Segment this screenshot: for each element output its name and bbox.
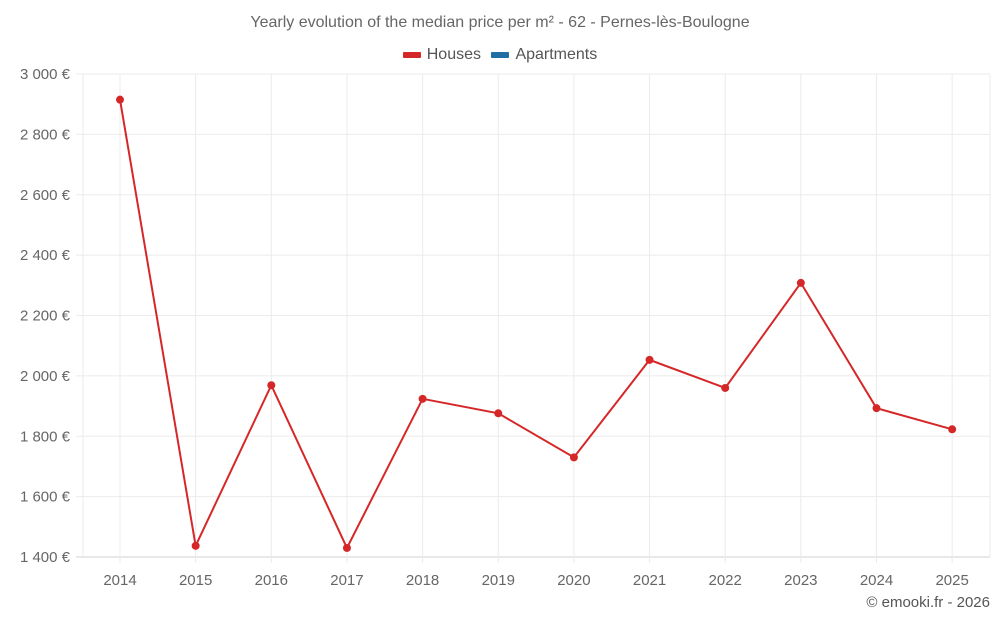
data-point[interactable]: [948, 425, 957, 434]
data-point[interactable]: [267, 381, 276, 390]
legend-item-houses[interactable]: Houses: [402, 46, 481, 64]
data-point[interactable]: [721, 383, 730, 392]
y-tick-label: 1 400 €: [20, 549, 71, 566]
chart-title: Yearly evolution of the median price per…: [250, 14, 750, 31]
y-tick-label: 3 000 €: [20, 66, 71, 83]
apartments-swatch-icon: [491, 52, 510, 58]
y-tick-label: 2 000 €: [20, 368, 71, 385]
houses-swatch-icon: [402, 52, 421, 58]
series-line-houses: [119, 99, 953, 551]
y-tick-label: 2 400 €: [20, 247, 71, 264]
legend-item-apartments[interactable]: Apartments: [491, 46, 597, 64]
legend: Houses Apartments: [0, 45, 1000, 64]
y-tick-label: 2 800 €: [20, 126, 71, 143]
credit-text: © emooki.fr - 2026: [866, 594, 990, 611]
x-tick-label: 2023: [784, 572, 817, 589]
x-tick-label: 2021: [633, 572, 666, 589]
x-tick-label: 2015: [179, 572, 212, 589]
x-tick-label: 2017: [330, 572, 363, 589]
x-tick-label: 2020: [557, 572, 590, 589]
y-tick-label: 2 600 €: [20, 187, 71, 204]
x-tick-label: 2022: [709, 572, 742, 589]
x-tick-label: 2025: [935, 572, 968, 589]
x-tick-label: 2019: [482, 572, 515, 589]
data-point[interactable]: [342, 543, 351, 552]
data-point[interactable]: [872, 404, 881, 413]
legend-label-apartments: Apartments: [515, 46, 598, 63]
x-tick-label: 2018: [406, 572, 439, 589]
legend-label-houses: Houses: [426, 46, 481, 63]
data-point[interactable]: [645, 355, 654, 364]
x-tick-label: 2016: [255, 572, 288, 589]
data-point[interactable]: [494, 409, 503, 418]
x-tick-label: 2014: [103, 572, 136, 589]
data-point[interactable]: [191, 541, 200, 550]
y-tick-label: 1 600 €: [20, 489, 71, 506]
y-tick-label: 1 800 €: [20, 428, 71, 445]
data-point[interactable]: [569, 453, 578, 462]
data-point[interactable]: [418, 394, 427, 403]
data-point[interactable]: [796, 278, 805, 287]
y-tick-label: 2 200 €: [20, 308, 71, 325]
x-tick-label: 2024: [860, 572, 893, 589]
data-point[interactable]: [116, 95, 124, 104]
